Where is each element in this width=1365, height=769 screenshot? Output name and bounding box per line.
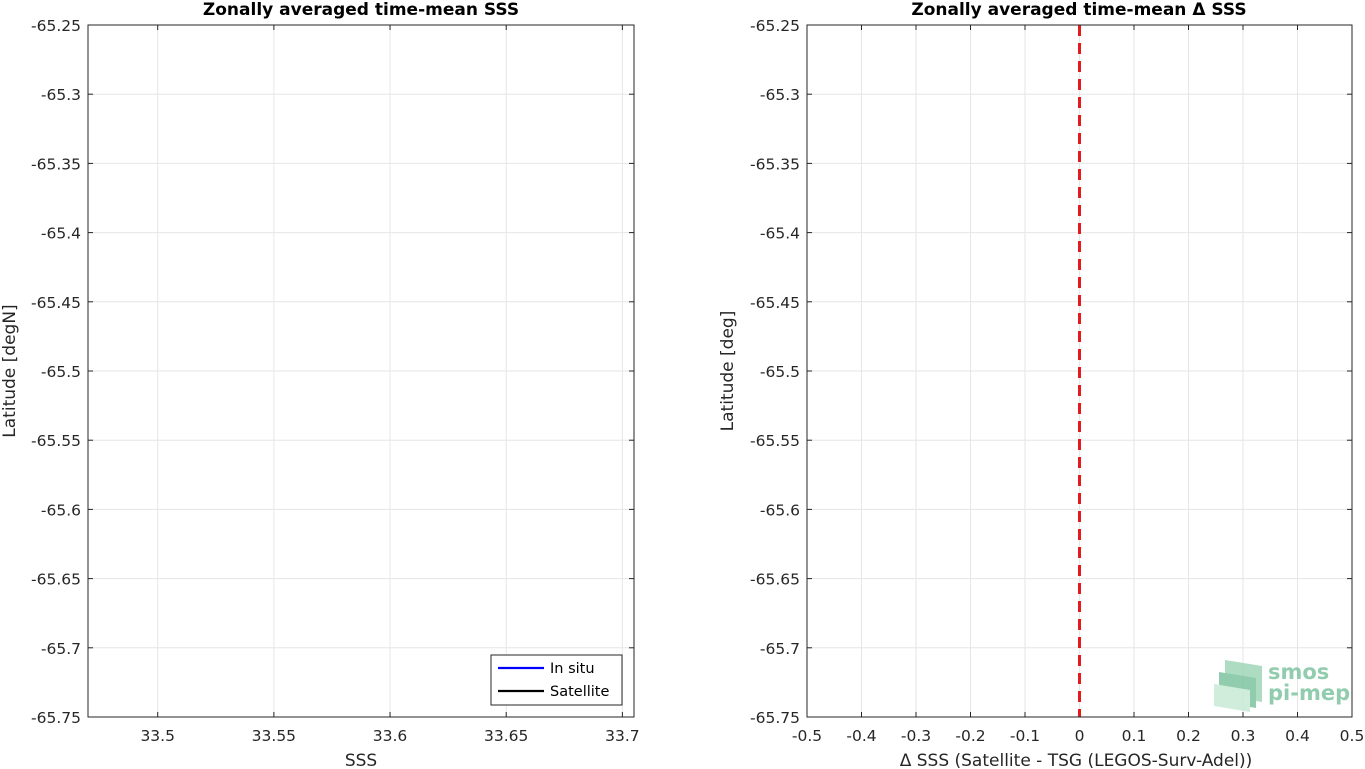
logo-text-smos: smos bbox=[1268, 660, 1329, 684]
sss-y-axis-label: Latitude [degN] bbox=[0, 304, 20, 437]
smos-pi-mep-logo: smos pi-mep bbox=[1214, 660, 1350, 712]
sss-y-tick-label: -65.7 bbox=[41, 640, 81, 658]
delta-sss-y-tick-labels: -65.25 -65.3 -65.35 -65.4 -65.45 -65.5 -65.55 -… bbox=[750, 17, 800, 727]
delta-sss-chart-panel: -0.5 -0.4 -0.3 -0.2 -0.1 0 0.1 0.2 0.3 0.4 0.5 -65… bbox=[718, 0, 1364, 769]
sss-x-axis-label: SSS bbox=[345, 751, 377, 769]
delta-sss-y-tick-label: -65.45 bbox=[750, 294, 800, 312]
delta-sss-chart-title: Zonally averaged time-mean Δ SSS bbox=[911, 0, 1246, 20]
delta-sss-y-axis-label: Latitude [deg] bbox=[718, 311, 738, 432]
delta-sss-y-tick-label: -65.7 bbox=[760, 640, 800, 658]
sss-x-tick-label: 33.6 bbox=[373, 727, 408, 745]
sss-x-tick-label: 33.65 bbox=[484, 727, 528, 745]
delta-sss-x-tick-label: -0.3 bbox=[901, 727, 931, 745]
delta-sss-x-axis-label: Δ SSS (Satellite - TSG (LEGOS-Surv-Adel)… bbox=[900, 751, 1253, 769]
delta-sss-x-tick-label: 0.3 bbox=[1231, 727, 1256, 745]
delta-sss-y-tick-label: -65.25 bbox=[750, 17, 800, 35]
sss-y-tick-label: -65.35 bbox=[31, 155, 81, 173]
sss-x-tick-label: 33.7 bbox=[605, 727, 640, 745]
sss-y-tick-label: -65.3 bbox=[41, 86, 81, 104]
delta-sss-x-tick-label: 0.1 bbox=[1122, 727, 1147, 745]
delta-sss-y-tick-label: -65.65 bbox=[750, 571, 800, 589]
delta-sss-y-tick-label: -65.6 bbox=[760, 501, 800, 519]
delta-sss-y-tick-label: -65.3 bbox=[760, 86, 800, 104]
delta-sss-x-tick-label: -0.5 bbox=[792, 727, 822, 745]
sss-chart-panel: 33.5 33.55 33.6 33.65 33.7 -65.25 -65.3 -65.35… bbox=[0, 0, 640, 769]
delta-sss-axes-box bbox=[806, 24, 1353, 718]
delta-sss-x-tick-label: -0.1 bbox=[1010, 727, 1040, 745]
legend-satellite-label: Satellite bbox=[550, 684, 609, 700]
delta-sss-x-tick-label: -0.4 bbox=[846, 727, 876, 745]
delta-sss-x-tick-labels: -0.5 -0.4 -0.3 -0.2 -0.1 0 0.1 0.2 0.3 0.4 0.5 bbox=[792, 727, 1364, 745]
sss-x-tick-labels: 33.5 33.55 33.6 33.65 33.7 bbox=[140, 727, 639, 745]
delta-sss-x-tick-label: 0 bbox=[1075, 727, 1085, 745]
sss-y-tick-label: -65.55 bbox=[31, 432, 81, 450]
delta-sss-x-tick-label: 0.5 bbox=[1340, 727, 1365, 745]
sss-y-tick-label: -65.25 bbox=[31, 17, 81, 35]
sss-grid bbox=[88, 24, 634, 718]
legend-in-situ-label: In situ bbox=[550, 661, 595, 677]
delta-sss-x-tick-label: -0.2 bbox=[955, 727, 985, 745]
sss-legend: In situ Satellite bbox=[490, 654, 623, 706]
sss-axes-box bbox=[87, 24, 635, 718]
sss-x-tick-label: 33.55 bbox=[252, 727, 296, 745]
delta-sss-y-tick-label: -65.35 bbox=[750, 155, 800, 173]
sss-chart-title: Zonally averaged time-mean SSS bbox=[203, 0, 519, 20]
sss-y-tick-label: -65.65 bbox=[31, 571, 81, 589]
sss-y-tick-label: -65.4 bbox=[41, 225, 81, 243]
logo-text-pi-mep: pi-mep bbox=[1268, 681, 1350, 705]
sss-y-tick-label: -65.75 bbox=[31, 709, 81, 727]
delta-sss-y-tick-label: -65.4 bbox=[760, 225, 800, 243]
delta-sss-x-tick-label: 0.4 bbox=[1285, 727, 1310, 745]
delta-sss-y-tick-label: -65.55 bbox=[750, 432, 800, 450]
delta-sss-y-tick-label: -65.5 bbox=[760, 363, 800, 381]
sss-x-tick-label: 33.5 bbox=[140, 727, 175, 745]
sss-y-tick-label: -65.5 bbox=[41, 363, 81, 381]
delta-sss-y-tick-label: -65.75 bbox=[750, 709, 800, 727]
logo-layer-front bbox=[1214, 684, 1250, 712]
sss-y-tick-labels: -65.25 -65.3 -65.35 -65.4 -65.45 -65.5 -65.55 -… bbox=[31, 17, 81, 727]
sss-y-tick-label: -65.45 bbox=[31, 294, 81, 312]
sss-y-tick-label: -65.6 bbox=[41, 501, 81, 519]
delta-sss-x-tick-label: 0.2 bbox=[1176, 727, 1201, 745]
legend-box bbox=[490, 654, 623, 706]
